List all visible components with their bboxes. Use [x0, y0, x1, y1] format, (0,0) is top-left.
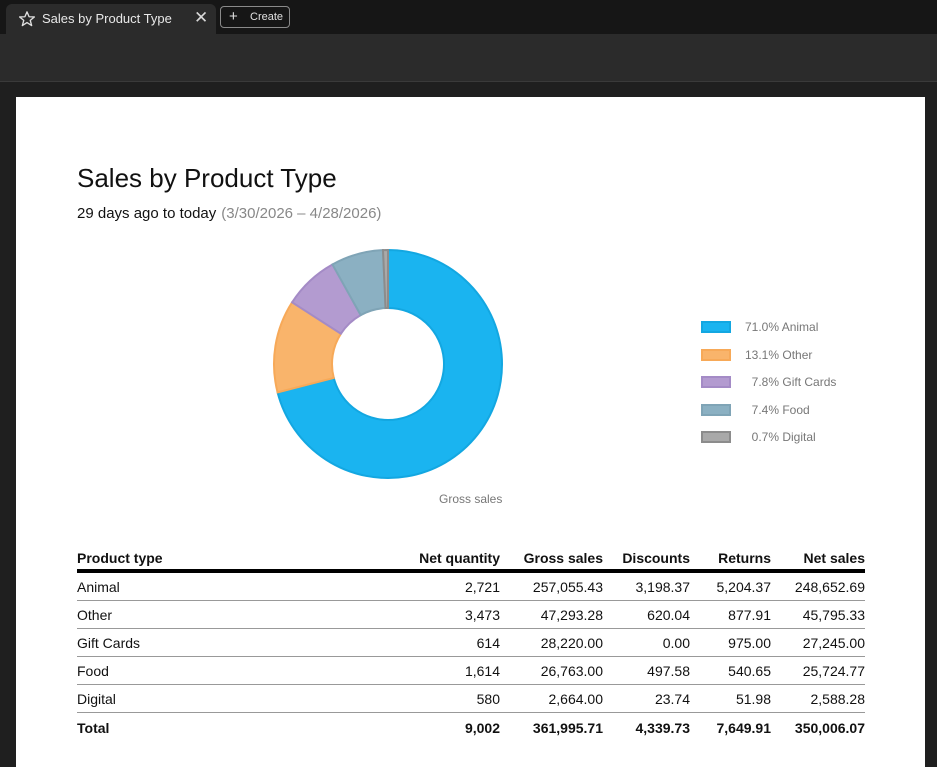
pie-slice-digital[interactable]	[381, 248, 389, 310]
col-net-sales[interactable]: Net sales	[771, 546, 865, 573]
table-total-row: Total 9,002 361,995.71 4,339.73 7,649.91 350,…	[77, 713, 865, 742]
table-cell-value: 2,664.00	[500, 684, 603, 713]
table-cell-value: 26,763.00	[500, 656, 603, 685]
date-range: 29 days ago to today (3/30/2026 – 4/28/20…	[77, 205, 381, 222]
pie-slice-animal[interactable]	[276, 248, 503, 479]
col-discounts[interactable]: Discounts	[603, 546, 690, 573]
table-cell-value: 25,724.77	[771, 656, 865, 685]
legend-label: 7.4% Food	[745, 402, 810, 417]
table-cell-value: 257,055.43	[500, 571, 603, 601]
table-cell-value: 614	[407, 628, 500, 657]
table-row: Gift Cards 614 28,220.00 0.00 975.00 27,245.0…	[77, 628, 865, 657]
table-cell-value: 47,293.28	[500, 600, 603, 629]
legend-label: 7.8% Gift Cards	[745, 375, 837, 390]
close-icon[interactable]: ✕	[194, 8, 209, 27]
legend-swatch	[701, 376, 731, 389]
table-cell-value: 5,204.37	[690, 571, 771, 601]
table-cell-value: 248,652.69	[771, 571, 865, 601]
table-cell-value: 4,339.73	[635, 720, 691, 736]
sales-table: Product type Net quantity Gross sales Di…	[77, 546, 865, 741]
legend-label: 71.0% Animal	[745, 320, 819, 334]
tab-bar: Sales by Product Type ✕ + Create	[0, 0, 937, 34]
tab-title: Sales by Product Type	[42, 11, 172, 26]
col-product-type[interactable]: Product type	[77, 546, 407, 573]
table-row: Other 3,473 47,293.28 620.04 877.91 45,795.33	[77, 600, 865, 629]
table-cell-value: 877.91	[690, 600, 771, 629]
col-gross-sales[interactable]: Gross sales	[500, 546, 603, 573]
table-cell-value: 3,473	[407, 600, 500, 629]
table-cell-value: 361,995.71	[532, 720, 603, 736]
table-cell-value: 27,245.00	[771, 628, 865, 657]
tab-sales-by-product-type[interactable]: Sales by Product Type ✕	[6, 4, 216, 34]
donut-chart	[273, 248, 503, 479]
table-cell-value: 28,220.00	[500, 628, 603, 657]
table-cell-value: 2,588.28	[771, 684, 865, 713]
star-icon[interactable]	[18, 10, 36, 28]
range-dates: (3/30/2026 – 4/28/2026)	[221, 205, 382, 222]
legend-swatch	[701, 403, 731, 416]
table-cell-value: 540.65	[690, 656, 771, 685]
table-row: Digital 580 2,664.00 23.74 51.98 2,588.28	[77, 684, 865, 713]
table-cell-value: 9,002	[464, 720, 500, 736]
range-label: 29 days ago to today	[77, 205, 217, 222]
legend-swatch	[701, 321, 731, 333]
legend-label: 0.7% Digital	[745, 430, 816, 445]
table-cell-label: Food	[77, 656, 407, 685]
report-page: Sales by Product Type 29 days ago to tod…	[16, 97, 925, 767]
legend-label: 13.1% Other	[745, 347, 813, 362]
table-cell-value: 45,795.33	[771, 600, 865, 629]
table-cell-label: Digital	[77, 684, 407, 713]
table-cell-value: 350,006.07	[794, 720, 865, 736]
table-cell-label: Gift Cards	[77, 628, 407, 657]
table-row: Animal 2,721 257,055.43 3,198.37 5,204.37 248…	[77, 571, 865, 601]
col-net-quantity[interactable]: Net quantity	[407, 546, 500, 573]
table-cell-value: 7,649.91	[716, 720, 772, 736]
table-cell-label: Animal	[77, 571, 407, 601]
table-cell-value: 23.74	[603, 684, 690, 713]
col-returns[interactable]: Returns	[690, 546, 771, 573]
report-title: Sales by Product Type	[77, 163, 337, 193]
table-cell-value: 975.00	[690, 628, 771, 657]
plus-icon: +	[229, 8, 238, 25]
table-cell-value: 1,614	[407, 656, 500, 685]
chart-xlabel: Gross sales	[439, 492, 503, 506]
legend-swatch	[701, 431, 731, 444]
table-cell-value: 2,721	[407, 571, 500, 601]
toolbar	[0, 34, 937, 82]
table-cell-value: 3,198.37	[603, 571, 690, 601]
table-cell-value: 497.58	[603, 656, 690, 685]
table-cell-value: 0.00	[603, 628, 690, 657]
table-cell-value: 580	[407, 684, 500, 713]
table-cell-value: 620.04	[603, 600, 690, 629]
table-header-row: Product type Net quantity Gross sales Di…	[77, 546, 865, 573]
create-label: Create	[250, 11, 284, 23]
legend-swatch	[701, 348, 731, 361]
table-cell-label: Other	[77, 600, 407, 629]
table-row: Food 1,614 26,763.00 497.58 540.65 25,724.77	[77, 656, 865, 685]
create-button[interactable]: + Create	[220, 6, 290, 28]
table-cell-label: Total	[77, 720, 110, 736]
table-cell-value: 51.98	[690, 684, 771, 713]
